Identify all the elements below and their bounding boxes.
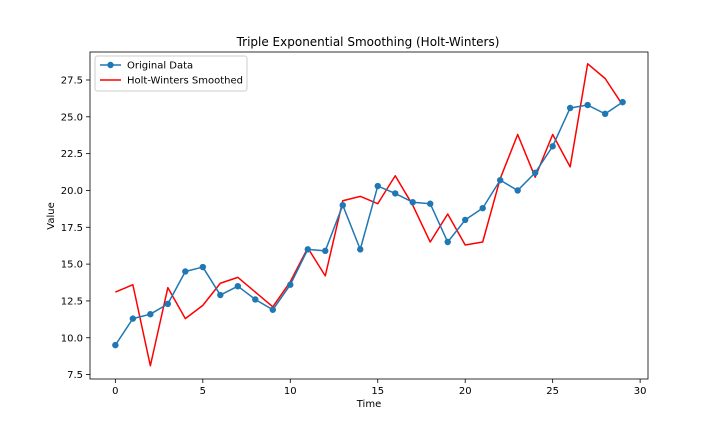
x-tick-label: 5 <box>200 386 206 397</box>
data-point-original <box>409 199 416 206</box>
x-tick-label: 25 <box>546 386 559 397</box>
data-point-original <box>147 310 154 318</box>
legend: Original Data Holt-Winters Smoothed <box>94 55 248 92</box>
y-tick-label: 7.5 <box>67 370 83 381</box>
y-tick-label: 15.0 <box>61 260 83 271</box>
data-point-original <box>269 306 276 313</box>
x-axis-label: Time <box>356 399 381 410</box>
data-point-original <box>199 263 207 271</box>
data-point-original <box>374 182 381 190</box>
series-line-smoothed <box>115 63 624 367</box>
y-tick-label: 12.5 <box>61 296 83 307</box>
data-point-original <box>566 104 574 112</box>
x-tick-label: 0 <box>112 386 118 397</box>
data-point-original <box>531 169 539 176</box>
data-point-original <box>496 176 504 184</box>
legend-marker-original <box>107 61 114 69</box>
legend-label-original: Original Data <box>127 61 193 72</box>
y-tick-label: 10.0 <box>61 333 83 344</box>
legend-label-smoothed: Holt-Winters Smoothed <box>127 76 243 87</box>
y-axis-label: Value <box>46 202 57 229</box>
data-point-original <box>182 268 189 275</box>
y-tick-label: 25.0 <box>61 112 83 123</box>
data-point-original <box>129 315 137 322</box>
series-line-original <box>114 101 624 346</box>
data-point-original <box>427 200 434 207</box>
plot-frame <box>89 51 649 380</box>
data-point-original <box>444 238 451 246</box>
data-point-original <box>304 246 311 253</box>
data-point-original <box>252 296 259 303</box>
data-point-original <box>619 98 626 106</box>
data-point-original <box>164 300 172 308</box>
axes: 0 5 10 15 20 25 30 7.5 10.0 12.5 15.0 17.5 20.0 22.5 2… <box>61 51 649 397</box>
y-tick-label: 20.0 <box>61 186 83 197</box>
data-point-original <box>584 101 591 109</box>
x-tick-label: 20 <box>459 386 472 397</box>
y-tick-label: 22.5 <box>61 149 83 160</box>
data-point-original <box>287 281 294 288</box>
data-point-original <box>479 204 486 212</box>
x-tick-label: 15 <box>371 386 384 397</box>
y-tick-label: 17.5 <box>61 223 83 234</box>
data-point-original <box>234 283 242 290</box>
plot-area <box>112 63 626 367</box>
x-tick-label: 10 <box>284 386 297 397</box>
legend-box <box>94 55 248 92</box>
data-point-original <box>339 201 346 209</box>
data-point-original <box>217 291 224 299</box>
data-point-original <box>549 143 556 150</box>
chart-title: Triple Exponential Smoothing (Holt-Winte… <box>236 35 500 49</box>
data-point-original <box>514 187 521 194</box>
data-point-original <box>392 190 399 197</box>
x-tick-label: 30 <box>634 386 647 397</box>
data-point-original <box>462 216 469 224</box>
data-point-original <box>322 247 329 255</box>
data-point-original <box>357 246 364 253</box>
y-tick-label: 27.5 <box>61 75 83 86</box>
data-point-original <box>112 341 119 349</box>
data-point-original <box>601 110 609 118</box>
